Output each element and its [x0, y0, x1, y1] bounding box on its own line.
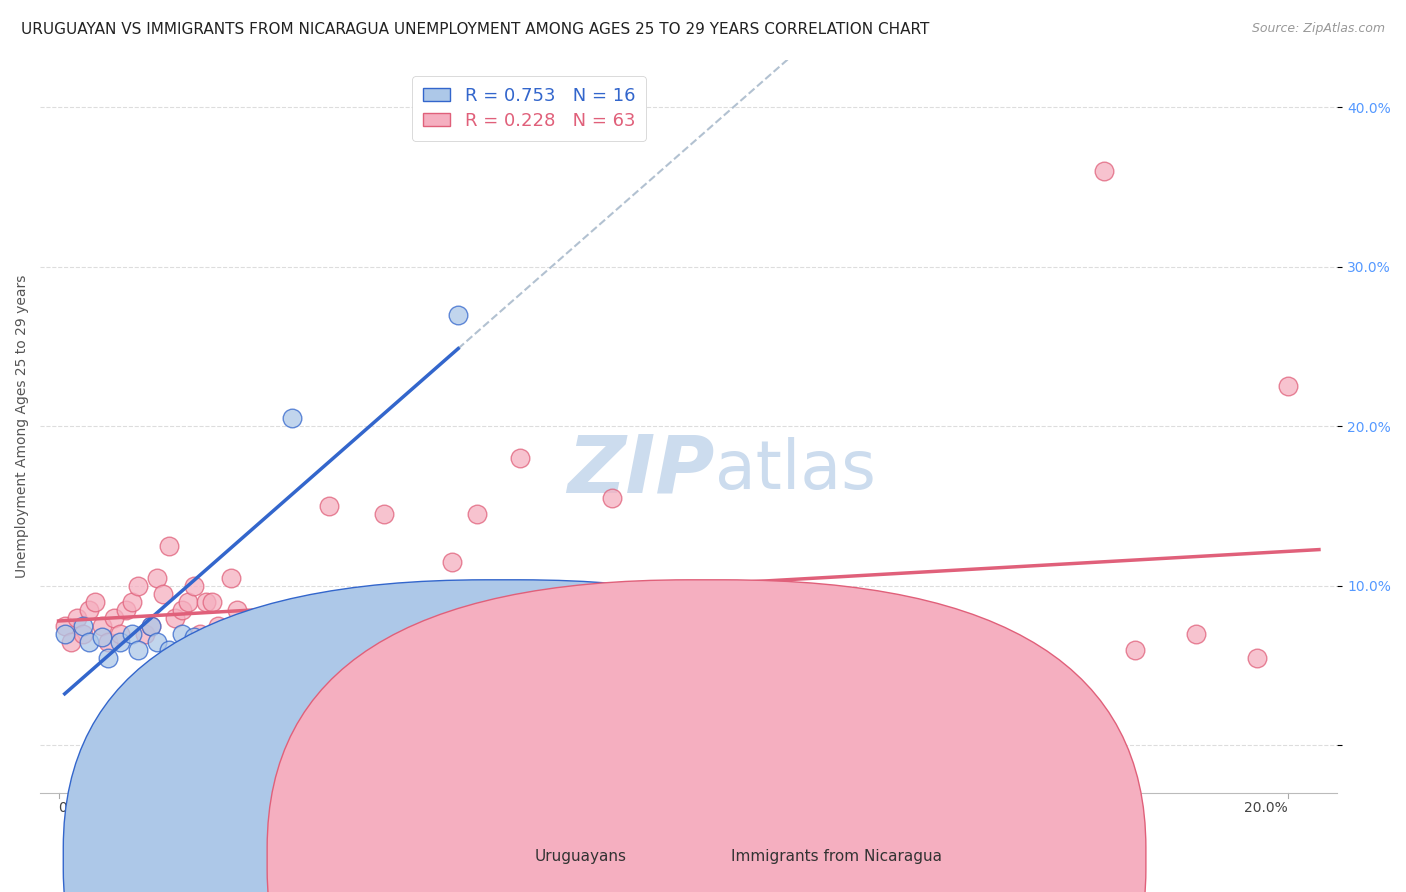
Point [256, 634, 278, 648]
Point [318, 499, 340, 513]
Point [785, 642, 807, 657]
Point [188, 626, 211, 640]
Text: Uruguayans: Uruguayans [534, 849, 626, 863]
Point [232, 618, 254, 632]
Point [59, 634, 82, 648]
Text: 0.0%: 0.0% [59, 801, 94, 815]
Point [97, 650, 120, 665]
Point [146, 634, 169, 648]
Point [336, 626, 359, 640]
Point [183, 579, 205, 593]
Point [465, 507, 488, 521]
Point [662, 587, 685, 601]
Text: ZIP: ZIP [568, 432, 714, 509]
Point [90, 618, 112, 632]
Point [97, 634, 120, 648]
Point [170, 626, 193, 640]
Point [299, 658, 322, 673]
Point [281, 411, 304, 425]
Point [134, 626, 156, 640]
Point [53, 618, 76, 632]
Point [157, 539, 180, 553]
Point [201, 595, 224, 609]
Point [1092, 164, 1115, 178]
Point [103, 610, 125, 624]
Point [274, 642, 297, 657]
Point [170, 603, 193, 617]
Point [139, 618, 162, 632]
Legend: R = 0.753   N = 16, R = 0.228   N = 63: R = 0.753 N = 16, R = 0.228 N = 63 [412, 76, 647, 141]
Point [146, 571, 169, 585]
Point [225, 603, 247, 617]
Point [600, 491, 623, 505]
Point [1246, 650, 1268, 665]
Point [509, 451, 531, 466]
Point [219, 571, 242, 585]
Point [127, 579, 149, 593]
Point [263, 658, 285, 673]
Point [970, 666, 993, 681]
Text: Immigrants from Nicaragua: Immigrants from Nicaragua [731, 849, 942, 863]
Point [245, 642, 267, 657]
Point [1185, 626, 1208, 640]
Point [1277, 379, 1299, 393]
Point [72, 618, 94, 632]
Point [392, 587, 415, 601]
Point [152, 587, 174, 601]
Point [385, 626, 408, 640]
Point [66, 610, 89, 624]
Point [121, 595, 143, 609]
Point [79, 634, 101, 648]
Point [195, 595, 218, 609]
Y-axis label: Unemployment Among Ages 25 to 29 years: Unemployment Among Ages 25 to 29 years [15, 275, 30, 578]
Point [846, 626, 869, 640]
Point [1123, 642, 1146, 657]
Point [79, 603, 101, 617]
Point [72, 626, 94, 640]
Point [416, 626, 439, 640]
Point [214, 634, 236, 648]
Text: atlas: atlas [714, 437, 876, 503]
Point [207, 618, 229, 632]
Point [1031, 658, 1053, 673]
Point [287, 618, 309, 632]
Text: 20.0%: 20.0% [1244, 801, 1288, 815]
Point [908, 650, 931, 665]
Text: Source: ZipAtlas.com: Source: ZipAtlas.com [1251, 22, 1385, 36]
Point [165, 610, 187, 624]
Point [84, 595, 107, 609]
Point [373, 507, 395, 521]
Text: URUGUAYAN VS IMMIGRANTS FROM NICARAGUA UNEMPLOYMENT AMONG AGES 25 TO 29 YEARS CO: URUGUAYAN VS IMMIGRANTS FROM NICARAGUA U… [21, 22, 929, 37]
Point [441, 555, 464, 569]
Point [115, 603, 138, 617]
Point [538, 587, 561, 601]
Point [127, 642, 149, 657]
Point [238, 626, 260, 640]
Point [201, 634, 224, 648]
Point [176, 595, 198, 609]
Point [354, 642, 377, 657]
Point [53, 626, 76, 640]
Point [121, 626, 143, 640]
Point [139, 618, 162, 632]
Point [157, 642, 180, 657]
Point [108, 626, 131, 640]
Point [250, 610, 273, 624]
Point [447, 308, 470, 322]
Point [183, 630, 205, 644]
Point [90, 630, 112, 644]
Point [600, 626, 623, 640]
Point [724, 626, 747, 640]
Point [108, 634, 131, 648]
